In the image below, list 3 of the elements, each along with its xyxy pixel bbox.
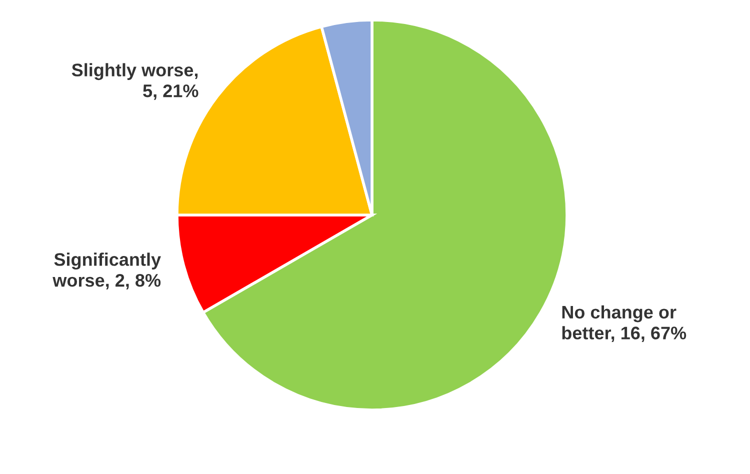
slice-label: Slightly worse, 5, 21% xyxy=(72,63,198,100)
slice-label: Significantly worse, 2, 8% xyxy=(52,252,161,290)
slice-label: No change or better, 16, 67% xyxy=(562,305,686,342)
